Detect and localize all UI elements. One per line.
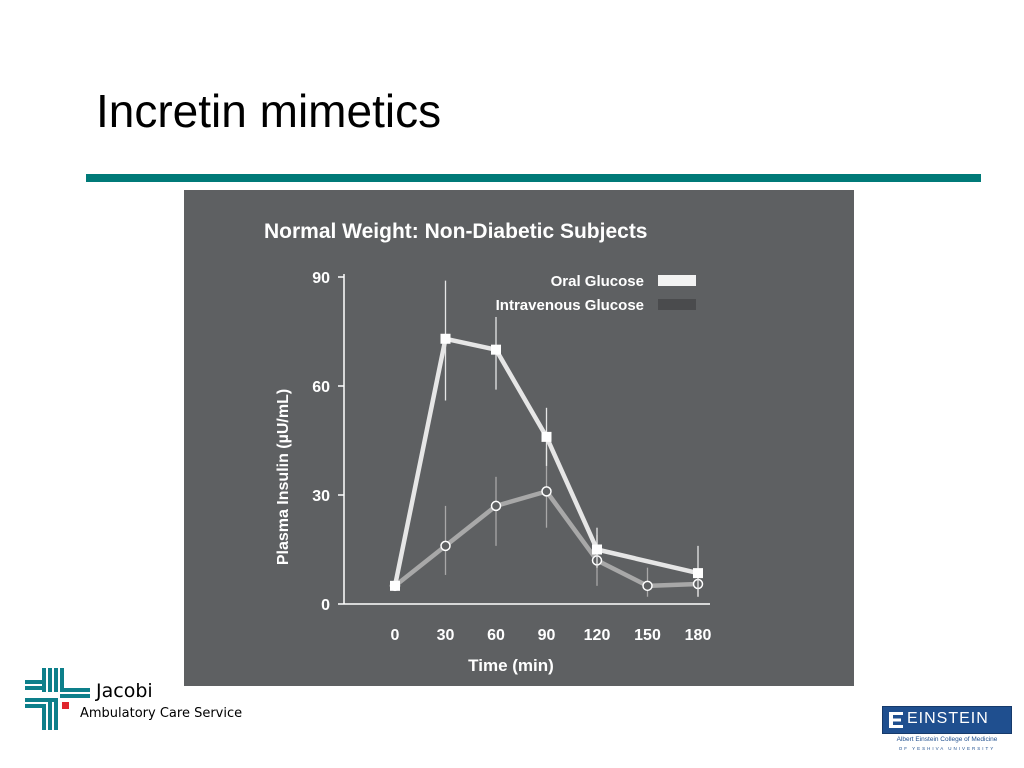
chart-panel: Normal Weight: Non-Diabetic Subjects Pla… xyxy=(184,190,854,686)
oral-glucose-line xyxy=(392,336,699,587)
legend-swatch xyxy=(658,275,696,286)
x-axis-label: Time (min) xyxy=(468,656,554,675)
einstein-emblem-icon xyxy=(889,712,903,728)
chart-title: Normal Weight: Non-Diabetic Subjects xyxy=(264,220,648,243)
x-tick-label: 150 xyxy=(634,627,661,644)
data-point xyxy=(541,486,552,497)
jacobi-subtitle: Ambulatory Care Service xyxy=(80,706,243,721)
einstein-logo: EINSTEIN Albert Einstein College of Medi… xyxy=(882,706,1012,756)
insulin-chart: Normal Weight: Non-Diabetic Subjects Pla… xyxy=(264,220,712,675)
data-point xyxy=(693,568,703,579)
data-point xyxy=(440,540,451,552)
jacobi-emblem-icon xyxy=(25,668,90,730)
x-tick-label: 120 xyxy=(584,627,611,644)
data-point xyxy=(541,431,552,442)
y-tick-label: 60 xyxy=(312,379,330,396)
x-tick-label: 90 xyxy=(538,627,556,644)
data-point xyxy=(642,580,653,592)
y-tick-label: 90 xyxy=(312,270,330,287)
y-axis-label: Plasma Insulin (µU/mL) xyxy=(275,389,292,565)
y-tick-label: 0 xyxy=(321,597,330,614)
einstein-wordmark: EINSTEIN xyxy=(907,710,989,727)
intravenous-glucose-series xyxy=(389,447,704,597)
einstein-subtitle: Albert Einstein College of Medicine xyxy=(896,736,998,743)
x-tick-label: 60 xyxy=(487,627,505,644)
jacobi-logo xyxy=(24,662,264,742)
data-point xyxy=(490,500,502,512)
data-point xyxy=(491,344,501,355)
x-tick-label: 0 xyxy=(391,627,400,644)
oral-glucose-series xyxy=(390,280,703,597)
title-divider xyxy=(86,174,981,182)
x-tick-label: 30 xyxy=(437,627,455,644)
legend-label: Intravenous Glucose xyxy=(496,297,644,314)
legend-swatch xyxy=(658,299,696,310)
slide-title: Incretin mimetics xyxy=(96,85,442,137)
einstein-badge: EINSTEIN xyxy=(882,706,1012,734)
legend-label: Oral Glucose xyxy=(551,273,644,290)
data-point xyxy=(592,544,602,555)
y-tick-label: 30 xyxy=(312,488,330,505)
data-point xyxy=(390,580,400,591)
jacobi-name: Jacobi xyxy=(96,680,153,702)
x-tick-label: 180 xyxy=(685,627,712,644)
einstein-subtitle-2: OF YESHIVA UNIVERSITY xyxy=(898,746,996,751)
data-point xyxy=(440,333,451,344)
